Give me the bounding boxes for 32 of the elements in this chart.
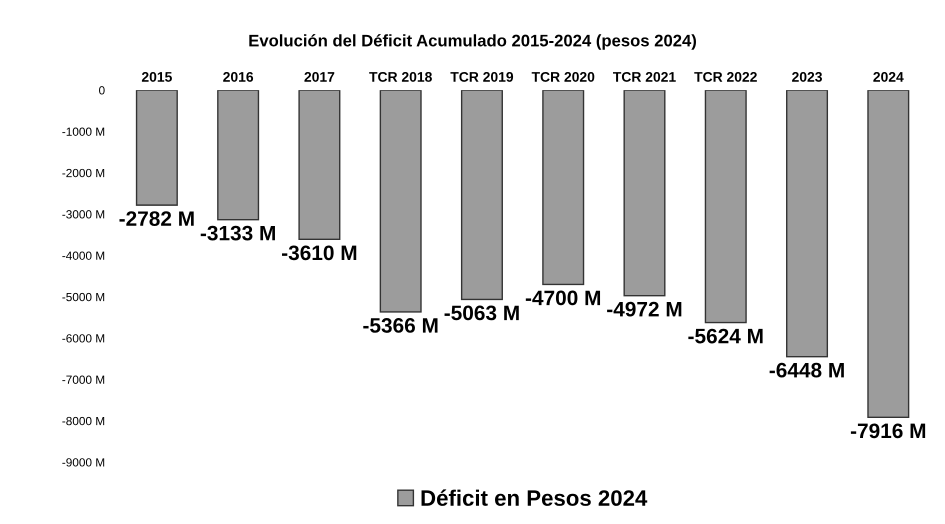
x-tick-label: 2024 <box>873 72 904 82</box>
data-label: -3133 M <box>200 226 275 241</box>
data-label: -3610 M <box>282 245 356 260</box>
chart-title: Evolución del Déficit Acumulado 2015-2024 (pesos 2024) <box>249 34 696 50</box>
y-tick-label: -8000 M <box>62 416 104 426</box>
data-label: -6448 M <box>770 362 844 378</box>
x-tick-label: TCR 2018 <box>369 72 432 82</box>
y-tick-label: 0 <box>99 86 105 95</box>
data-label: -5366 M <box>363 318 438 333</box>
data-label: -5063 M <box>444 306 519 320</box>
y-tick-label: -5000 M <box>62 292 104 302</box>
y-tick-label: -6000 M <box>62 334 104 343</box>
legend-label: Déficit en Pesos 2024 <box>422 489 648 506</box>
data-label: -2782 M <box>119 211 194 226</box>
data-label: -4972 M <box>607 302 682 317</box>
x-tick-label: 2015 <box>142 72 172 82</box>
x-tick-label: TCR 2021 <box>613 72 676 82</box>
data-label: -7916 M <box>850 423 926 438</box>
y-tick-label: -1000 M <box>62 128 104 136</box>
y-tick-label: -9000 M <box>62 458 104 467</box>
y-tick-label: -7000 M <box>62 376 104 384</box>
y-tick-label: -4000 M <box>62 252 104 260</box>
x-tick-label: TCR 2020 <box>532 72 594 82</box>
x-tick-label: TCR 2019 <box>450 72 514 82</box>
data-label: -4700 M <box>526 290 600 306</box>
data-label: -5624 M <box>688 328 763 344</box>
x-tick-label: TCR 2022 <box>694 72 757 82</box>
x-tick-label: 2016 <box>223 72 254 82</box>
y-tick-label: -3000 M <box>62 210 104 219</box>
x-tick-label: 2023 <box>792 72 822 82</box>
x-tick-label: 2017 <box>304 72 334 82</box>
y-tick-label: -2000 M <box>62 168 104 178</box>
